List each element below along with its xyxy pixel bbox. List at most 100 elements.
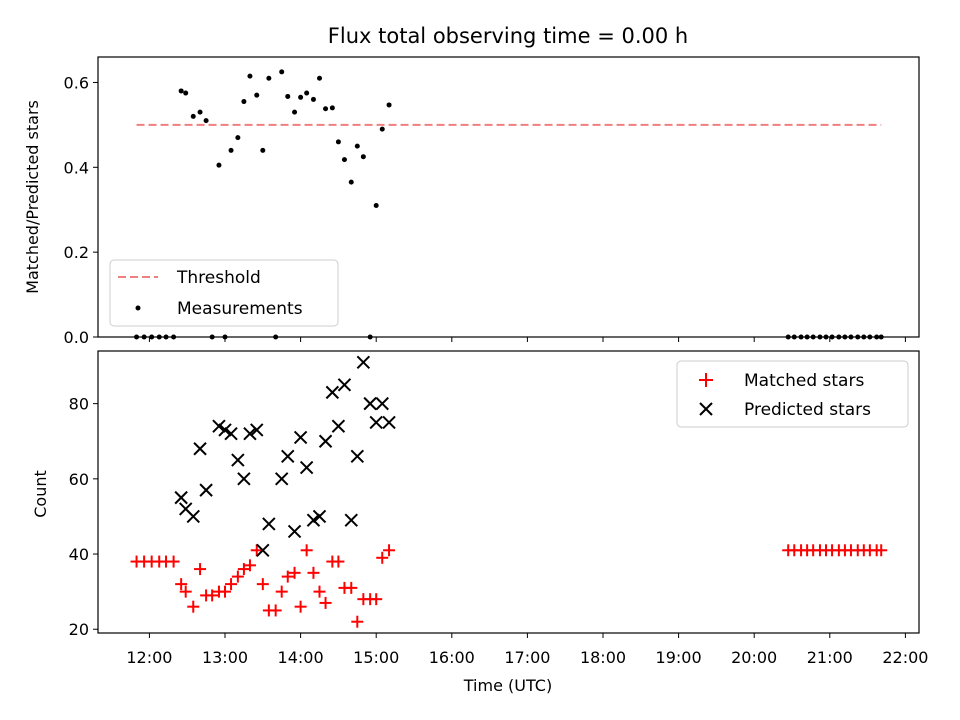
matched-star-point — [319, 596, 332, 609]
measurement-point — [298, 94, 304, 100]
measurement-point — [323, 106, 329, 112]
matched-star-point — [194, 563, 207, 576]
matched-star-point — [275, 585, 288, 598]
predicted-star-point — [243, 427, 257, 441]
matched-star-point — [237, 563, 250, 576]
top-y-axis-label: Matched/Predicted stars — [23, 100, 42, 294]
bottom-y-tick-label: 20 — [69, 620, 89, 639]
predicted-star-point — [224, 427, 238, 441]
x-tick-label: 20:00 — [731, 648, 777, 667]
x-tick-label: 15:00 — [353, 648, 399, 667]
bottom-legend-box — [676, 360, 909, 428]
legend-matched-label: Matched stars — [744, 371, 864, 391]
measurement-point — [386, 102, 392, 108]
matched-star-point — [300, 544, 313, 557]
legend-predicted-marker — [699, 402, 713, 416]
top-y-ticks: 0.0 0.2 0.4 0.6 — [64, 73, 98, 347]
measurement-point — [216, 162, 222, 168]
measurement-point — [329, 105, 335, 111]
matched-star-point — [179, 585, 192, 598]
predicted-star-point — [193, 442, 207, 456]
top-x-ticks — [148, 337, 906, 342]
measurement-point — [254, 92, 260, 98]
bottom-x-ticks: 12:00 13:00 14:00 15:00 16:00 17:00 18:00 19:00… — [126, 633, 928, 667]
top-y-tick-label: 0.2 — [64, 243, 89, 262]
measurement-point — [335, 139, 341, 145]
predicted-star-point — [306, 513, 321, 527]
measurement-point — [235, 135, 241, 141]
measurement-point — [260, 147, 266, 153]
predicted-star-point — [281, 449, 295, 463]
x-tick-label: 21:00 — [807, 648, 853, 667]
predicted-star-point — [369, 415, 383, 430]
x-tick-label: 22:00 — [882, 648, 928, 667]
predicted-star-point — [382, 415, 396, 430]
measurement-point — [266, 75, 272, 81]
matched-star-point — [281, 570, 294, 583]
matched-star-point — [269, 604, 282, 617]
matched-star-point — [383, 544, 396, 557]
predicted-star-point — [350, 449, 365, 463]
measurement-point — [292, 109, 298, 115]
top-legend: Threshold Measurements — [109, 259, 339, 327]
predicted-star-point — [312, 509, 327, 524]
matched-star-point — [243, 559, 256, 572]
measurement-point — [354, 143, 360, 149]
predicted-star-point — [356, 355, 371, 369]
measurement-point — [183, 90, 189, 96]
x-tick-label: 12:00 — [126, 648, 172, 667]
measurement-point — [197, 109, 203, 115]
measurement-point — [247, 73, 253, 79]
x-tick-label: 16:00 — [429, 648, 475, 667]
predicted-star-point — [186, 509, 200, 524]
matched-star-point — [370, 593, 383, 606]
x-tick-label: 17:00 — [504, 648, 550, 667]
predicted-star-point — [262, 517, 276, 531]
matched-star-point — [206, 589, 219, 602]
x-tick-label: 19:00 — [656, 648, 702, 667]
matched-star-point — [219, 585, 232, 598]
measurement-point — [317, 75, 323, 81]
bottom-plot-data — [130, 355, 888, 628]
bottom-y-tick-label: 40 — [69, 545, 89, 564]
matched-star-point — [187, 600, 200, 613]
predicted-star-point — [212, 419, 226, 433]
measurement-point — [360, 154, 366, 160]
measurement-point — [178, 88, 184, 94]
top-plot-frame — [97, 56, 920, 338]
matched-star-point — [332, 555, 345, 568]
x-tick-label: 14:00 — [278, 648, 324, 667]
measurement-point — [341, 157, 347, 163]
measurement-point — [285, 93, 291, 99]
matched-star-point — [231, 570, 244, 583]
matched-star-point — [175, 578, 188, 591]
bottom-y-tick-label: 60 — [69, 470, 89, 489]
predicted-star-point — [318, 434, 333, 448]
measurement-point — [379, 126, 385, 132]
predicted-star-point — [293, 430, 308, 445]
measurement-point — [310, 96, 316, 102]
measurement-point — [228, 147, 234, 153]
measurement-point — [304, 90, 310, 96]
predicted-star-point — [218, 423, 232, 437]
bottom-legend: Matched stars Predicted stars — [676, 360, 909, 428]
predicted-star-point — [274, 472, 289, 486]
top-plot-data — [134, 69, 884, 340]
predicted-star-point — [174, 490, 188, 505]
x-axis-label: Time (UTC) — [463, 676, 552, 695]
predicted-star-point — [237, 472, 251, 486]
top-y-tick-label: 0.6 — [64, 73, 89, 92]
legend-measurements-label: Measurements — [177, 299, 303, 319]
matched-star-point — [288, 566, 301, 579]
measurement-point — [373, 202, 379, 208]
legend-predicted-label: Predicted stars — [744, 400, 871, 420]
matched-star-point — [294, 600, 307, 613]
measurement-point — [190, 113, 196, 119]
predicted-star-point — [363, 396, 377, 411]
legend-matched-marker — [699, 373, 713, 387]
predicted-star-point — [337, 378, 352, 392]
x-tick-label: 13:00 — [202, 648, 248, 667]
